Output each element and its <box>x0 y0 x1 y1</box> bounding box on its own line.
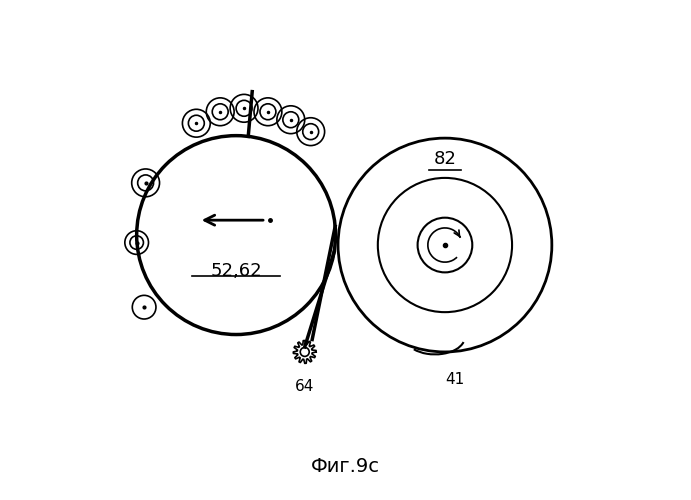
Text: 41: 41 <box>445 372 464 387</box>
Text: 64: 64 <box>295 380 314 394</box>
Text: 82: 82 <box>433 150 456 168</box>
Text: Фиг.9с: Фиг.9с <box>311 457 380 476</box>
Text: 52,62: 52,62 <box>210 262 262 280</box>
